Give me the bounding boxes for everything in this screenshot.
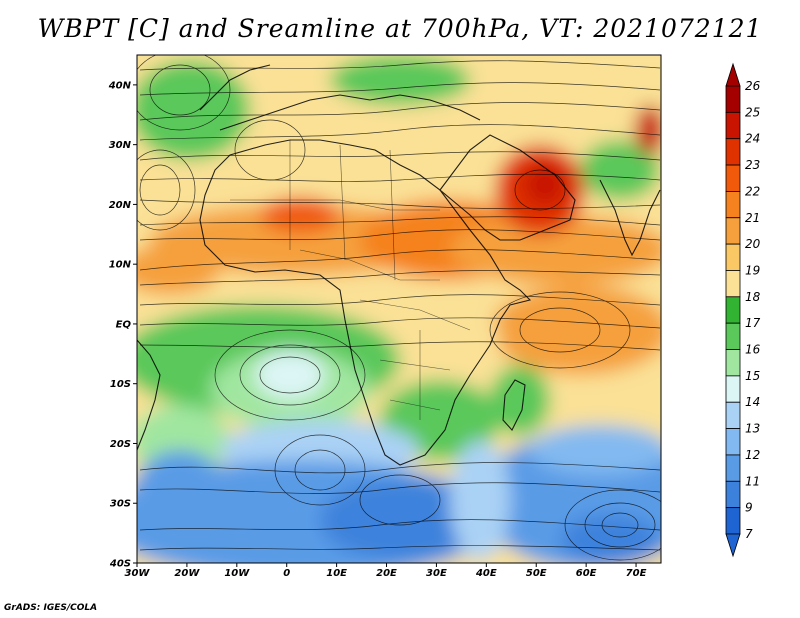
lon-tick-label: 60E	[576, 568, 597, 579]
colorbar-segment	[725, 164, 741, 192]
lon-tick-label: 30E	[426, 568, 447, 579]
colorbar-label: 12	[745, 448, 760, 462]
colorbar-label: 23	[745, 158, 760, 172]
colorbar-segment	[725, 480, 741, 509]
lon-tick-label: 0	[283, 568, 290, 579]
lon-tick-label: 10W	[224, 568, 250, 579]
lat-tick-label: EQ	[116, 319, 132, 330]
lat-tick-label: 40N	[108, 80, 132, 91]
colorbar-label: 24	[745, 132, 760, 146]
colorbar-label: 16	[745, 343, 761, 357]
footer-credit: GrADS: IGES/COLA	[4, 603, 98, 613]
lon-tick-label: 30W	[125, 568, 151, 579]
lat-tick-label: 10S	[110, 379, 131, 390]
lat-tick-label: 40S	[109, 559, 131, 570]
streamlines	[137, 55, 661, 561]
colorbar-segment	[725, 191, 741, 219]
colorbar-label: 25	[745, 105, 760, 119]
colorbar-segment	[725, 243, 741, 271]
colorbar-bottom-arrow	[725, 533, 741, 558]
colorbar-segment	[725, 217, 741, 245]
colorbar-segment	[725, 296, 741, 324]
colorbar-segment	[725, 138, 741, 166]
colorbar-label: 19	[745, 263, 760, 277]
lon-tick-label: 70E	[626, 568, 647, 579]
latitude-axis: 40N 30N 20N 10N EQ 10S 20S 30S 40S	[108, 80, 137, 570]
lon-tick-label: 10E	[326, 568, 347, 579]
country-borders	[230, 140, 471, 420]
colorbar-segment	[725, 111, 741, 140]
colorbar-segment	[725, 401, 741, 429]
colorbar-label: 22	[745, 184, 760, 198]
lat-tick-label: 20S	[110, 439, 131, 450]
lon-tick-label: 20W	[174, 568, 200, 579]
colorbar-label: 26	[745, 79, 761, 93]
wbpt-field	[137, 55, 661, 563]
colorbar-segment	[725, 428, 741, 456]
colorbar-segment	[725, 349, 741, 377]
colorbar-segment	[725, 85, 741, 113]
colorbar-label: 21	[745, 211, 760, 225]
colorbar-label: 13	[745, 422, 760, 436]
lat-tick-label: 30S	[110, 499, 131, 510]
colorbar-label: 18	[745, 290, 761, 304]
colorbar-segment	[725, 270, 741, 298]
lon-tick-label: 20E	[376, 568, 397, 579]
map-frame	[136, 54, 662, 564]
lat-tick-label: 30N	[109, 140, 132, 151]
colorbar-segment	[725, 454, 741, 482]
colorbar-label: 9	[745, 501, 753, 515]
lat-tick-label: 20N	[109, 200, 132, 211]
lon-tick-label: 50E	[526, 568, 547, 579]
colorbar-label: 11	[745, 474, 760, 488]
colorbar-segment	[725, 375, 741, 403]
longitude-axis: 30W 20W 10W 0 10E 20E 30E 40E 50E 60E 70E	[125, 563, 647, 579]
colorbar-top-arrow	[725, 62, 741, 87]
colorbar-label: 15	[745, 369, 760, 383]
lon-tick-label: 40E	[475, 568, 497, 579]
colorbar-label: 20	[745, 237, 761, 251]
colorbar-segment	[725, 322, 741, 350]
lat-tick-label: 10N	[109, 260, 132, 271]
map-title: WBPT [C] and Sreamline at 700hPa, VT: 20…	[37, 14, 763, 43]
colorbar-label: 14	[745, 395, 760, 409]
colorbar-segment	[725, 507, 741, 535]
colorbar-label: 7	[745, 527, 753, 541]
colorbar-label: 17	[745, 316, 761, 330]
coastlines	[137, 64, 661, 466]
colorbar: 26 25 24 23 22 21 20 19 18 17 16 15 14 13 12 11 9 7	[725, 62, 761, 558]
